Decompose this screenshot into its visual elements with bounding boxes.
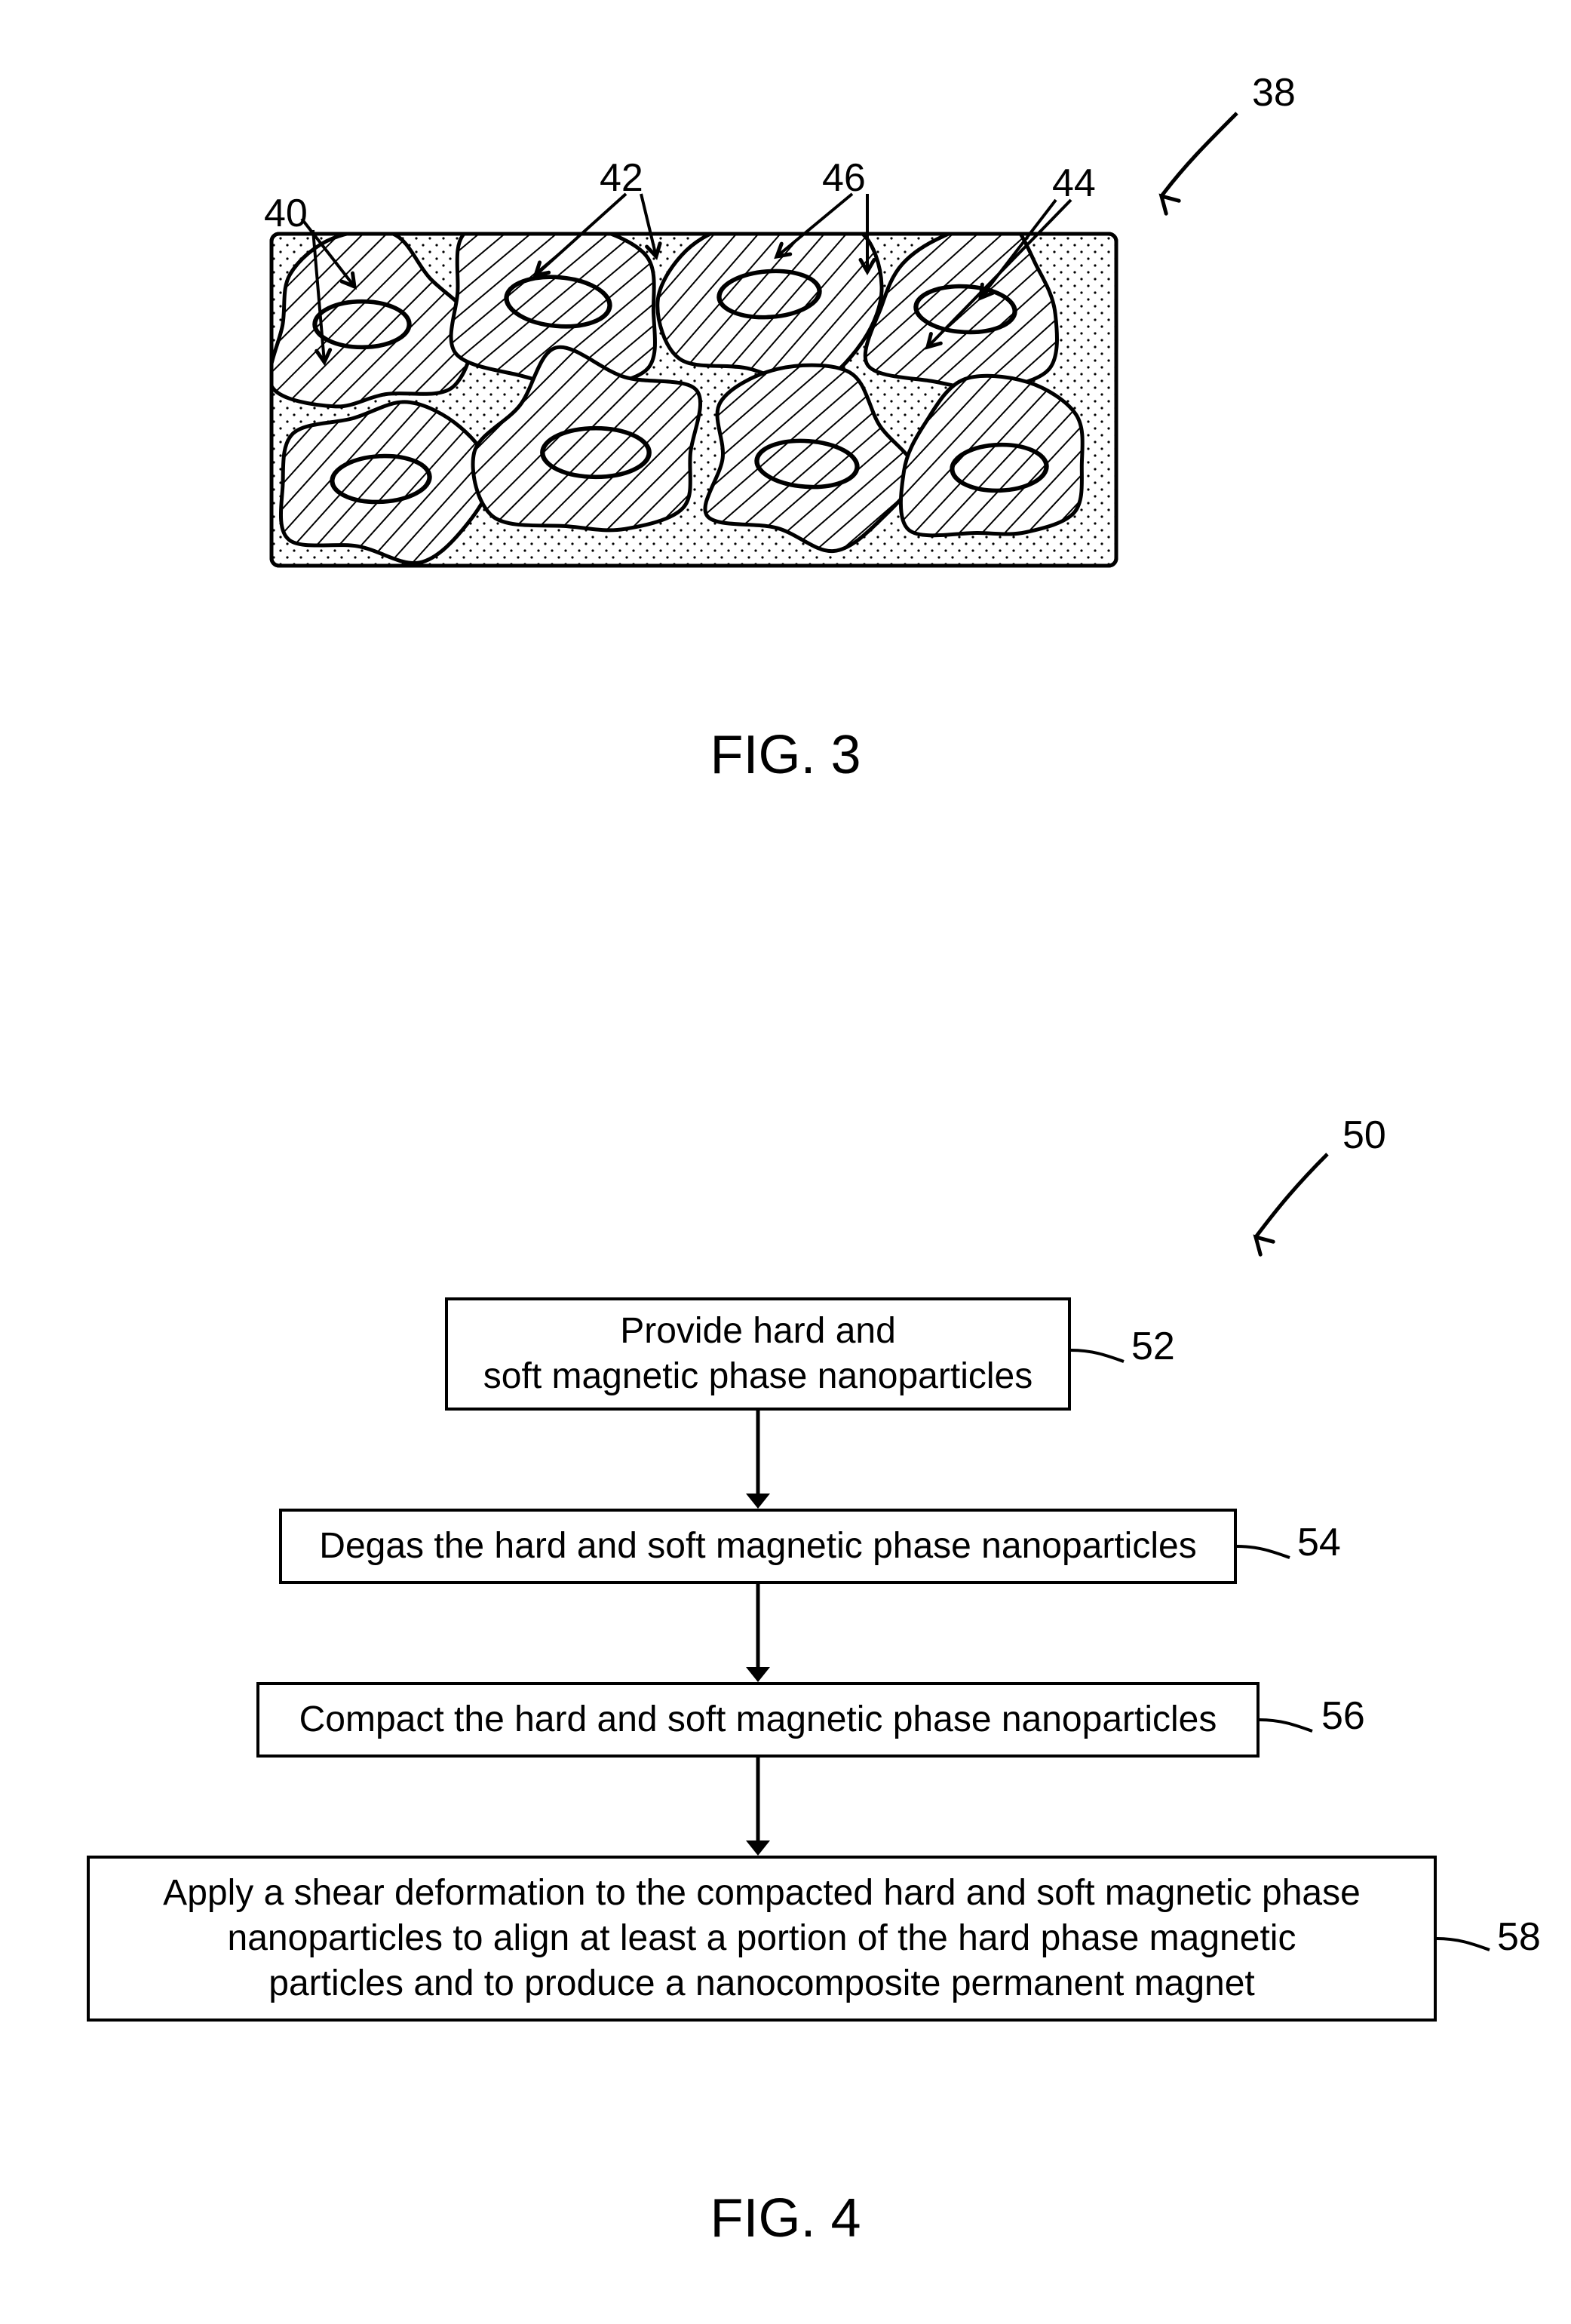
svg-text:40: 40 (264, 192, 308, 235)
flow-box-text: Degas the hard and soft magnetic phase n… (319, 1524, 1196, 1569)
ref-label-52: 52 (1131, 1324, 1175, 1369)
fig3-svg: 38 40 42 44 46 (128, 45, 1410, 724)
ref-label-54: 54 (1297, 1520, 1341, 1565)
svg-text:44: 44 (1052, 161, 1096, 205)
flow-box-degas: Degas the hard and soft magnetic phase n… (279, 1509, 1237, 1584)
ref-label-58: 58 (1497, 1914, 1541, 1960)
svg-text:38: 38 (1252, 71, 1296, 115)
fig4-svg (0, 1056, 1571, 2301)
ref-label-56: 56 (1321, 1693, 1365, 1739)
flow-box-shear: Apply a shear deformation to the compact… (87, 1856, 1437, 2022)
flow-box-compact: Compact the hard and soft magnetic phase… (256, 1682, 1260, 1758)
fig4-area: Provide hard andsoft magnetic phase nano… (0, 1056, 1571, 2301)
svg-text:42: 42 (600, 156, 643, 200)
flow-box-text: Compact the hard and soft magnetic phase… (299, 1697, 1217, 1742)
fig3-caption: FIG. 3 (0, 724, 1571, 786)
fig3-area: 38 40 42 44 46 FIG. 3 (0, 0, 1571, 905)
svg-text:46: 46 (822, 156, 866, 200)
ref-label-50: 50 (1342, 1113, 1386, 1158)
page: 38 40 42 44 46 FIG. 3 Provide hard andsoft m… (0, 0, 1571, 2324)
flow-box-text: Apply a shear deformation to the compact… (163, 1871, 1361, 2006)
flow-box-provide: Provide hard andsoft magnetic phase nano… (445, 1297, 1071, 1411)
flow-box-text: Provide hard andsoft magnetic phase nano… (483, 1309, 1033, 1399)
fig4-caption: FIG. 4 (0, 2187, 1571, 2249)
